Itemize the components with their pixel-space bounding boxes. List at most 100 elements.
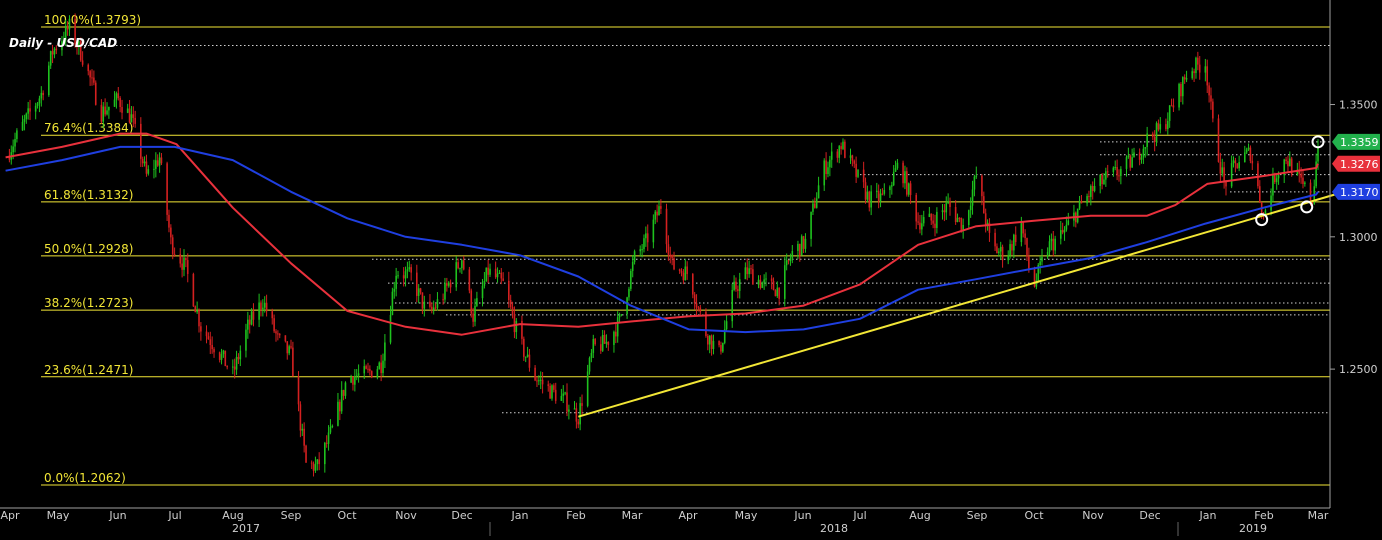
candle-down: [774, 290, 777, 297]
candle-up: [376, 369, 379, 378]
candle-down: [695, 303, 698, 308]
candle-down: [981, 175, 983, 197]
x-tick-label: Jan: [511, 509, 529, 522]
candle-down: [1311, 200, 1314, 204]
candle-down: [1129, 155, 1132, 168]
candle-down: [218, 352, 221, 360]
candle-up: [391, 291, 394, 315]
candle-up: [36, 103, 39, 106]
candle-down: [442, 299, 444, 301]
candle-up: [515, 320, 518, 333]
candle-up: [106, 110, 108, 115]
candle-up: [883, 190, 886, 194]
candle-down: [168, 214, 170, 228]
candle-up: [1009, 244, 1011, 256]
candle-down: [410, 267, 412, 273]
candle-down: [534, 367, 536, 381]
candle-down: [117, 93, 120, 99]
candle-down: [960, 217, 963, 231]
candle-up: [406, 269, 409, 272]
year-label: 2019: [1239, 522, 1267, 535]
candle-up: [25, 113, 28, 120]
candle-down: [1193, 71, 1195, 74]
candle-down: [536, 380, 538, 382]
candle-down: [1172, 105, 1175, 108]
candle-up: [331, 425, 334, 428]
x-tick-label: Feb: [566, 509, 585, 522]
candle-up: [324, 442, 326, 465]
candle-down: [615, 331, 617, 337]
candle-down: [825, 160, 827, 175]
candle-up: [1238, 162, 1240, 169]
candle-down: [1024, 233, 1026, 239]
candle-up: [49, 51, 52, 66]
candle-up: [804, 238, 807, 249]
x-tick-label: Jul: [167, 509, 181, 522]
candle-down: [91, 77, 93, 79]
candle-up: [738, 279, 741, 291]
candle-up: [1289, 158, 1291, 167]
candle-up: [875, 190, 878, 192]
candle-up: [524, 356, 527, 358]
candle-down: [1274, 174, 1276, 183]
candle-down: [1290, 158, 1293, 175]
candle-up: [941, 210, 944, 212]
candle-down: [226, 366, 228, 368]
x-tick-label: Nov: [395, 509, 417, 522]
candle-up: [613, 331, 615, 345]
candle-down: [851, 155, 854, 161]
candle-down: [449, 282, 452, 288]
candle-down: [1223, 167, 1225, 182]
candle-up: [68, 18, 71, 30]
x-tick-label: Aug: [222, 509, 243, 522]
candle-down: [312, 463, 315, 471]
candle-down: [1001, 246, 1004, 261]
candle-up: [712, 340, 715, 349]
candle-up: [1315, 161, 1317, 187]
candle-up: [601, 334, 604, 351]
candle-up: [314, 464, 317, 471]
candle-down: [1257, 163, 1259, 187]
candle-down: [1026, 238, 1028, 257]
candle-down: [446, 283, 448, 286]
candle-down: [994, 232, 996, 247]
candle-down: [1285, 159, 1287, 162]
candle-down: [252, 311, 255, 320]
candle-down: [603, 334, 606, 344]
candle-down: [759, 279, 762, 288]
candle-up: [329, 427, 332, 433]
candle-up: [1063, 229, 1066, 233]
candle-up: [461, 260, 463, 269]
candle-down: [868, 191, 871, 208]
candle-up: [641, 249, 643, 251]
candle-up: [408, 267, 411, 270]
candle-down: [81, 60, 84, 65]
candle-up: [1035, 280, 1038, 287]
candle-up: [579, 403, 581, 425]
candle-down: [1251, 160, 1254, 164]
candle-down: [787, 260, 790, 262]
candle-down: [1249, 147, 1252, 161]
candle-down: [915, 195, 918, 222]
x-tick-label: Apr: [0, 509, 20, 522]
candle-down: [42, 92, 44, 96]
candle-down: [814, 203, 816, 208]
candle-up: [889, 186, 891, 191]
candle-down: [906, 171, 908, 195]
candle-up: [1013, 234, 1015, 251]
candle-up: [350, 376, 352, 383]
candle-up: [23, 119, 26, 122]
price-badge-label: 1.3170: [1340, 186, 1379, 199]
candle-down: [370, 370, 373, 378]
candle-down: [983, 196, 985, 214]
price-candles: [8, 13, 1319, 477]
candle-down: [369, 368, 371, 371]
candle-up: [115, 93, 118, 100]
candle-down: [1033, 268, 1036, 287]
candle-up: [235, 356, 238, 370]
candle-down: [1151, 133, 1154, 137]
candle-up: [783, 265, 786, 299]
candle-down: [87, 64, 90, 72]
candle-up: [562, 393, 565, 396]
